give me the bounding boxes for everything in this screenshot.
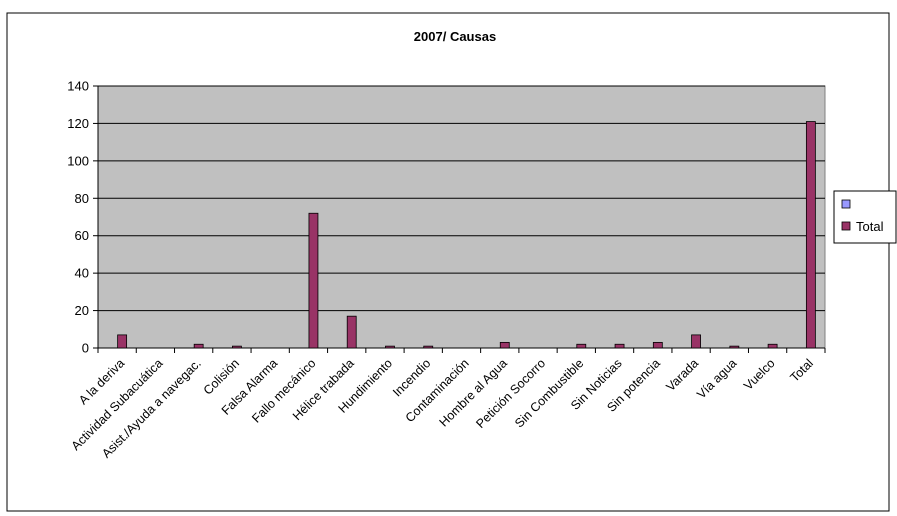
bar-total — [117, 334, 128, 349]
y-tick-label: 140 — [67, 79, 89, 94]
y-tick-label: 80 — [75, 191, 89, 206]
bar-total — [767, 343, 778, 349]
bar-total — [385, 345, 395, 349]
bar-total — [193, 343, 204, 349]
plot-area — [97, 85, 826, 349]
y-tick-label: 120 — [67, 116, 89, 131]
bar-total — [805, 121, 816, 349]
bar-total — [346, 315, 357, 349]
bar-total — [576, 343, 587, 349]
legend-label: Total — [856, 219, 884, 234]
bar-total — [691, 334, 701, 349]
bar-total — [308, 212, 319, 349]
y-tick-label: 60 — [75, 228, 89, 243]
legend-box — [833, 190, 897, 244]
y-tick-label: 100 — [67, 153, 89, 168]
chart-title: 2007/ Causas — [414, 29, 496, 44]
legend-swatch — [841, 221, 851, 231]
bar-total — [614, 343, 625, 349]
y-tick-label: 20 — [75, 303, 89, 318]
y-tick-label: 40 — [75, 266, 89, 281]
bar-total — [652, 341, 663, 349]
legend-swatch — [841, 199, 851, 209]
bar-total — [729, 345, 740, 349]
y-tick-label: 0 — [82, 341, 89, 356]
bar-total — [499, 341, 510, 349]
bar-total — [423, 345, 434, 349]
bar-total — [232, 345, 242, 349]
